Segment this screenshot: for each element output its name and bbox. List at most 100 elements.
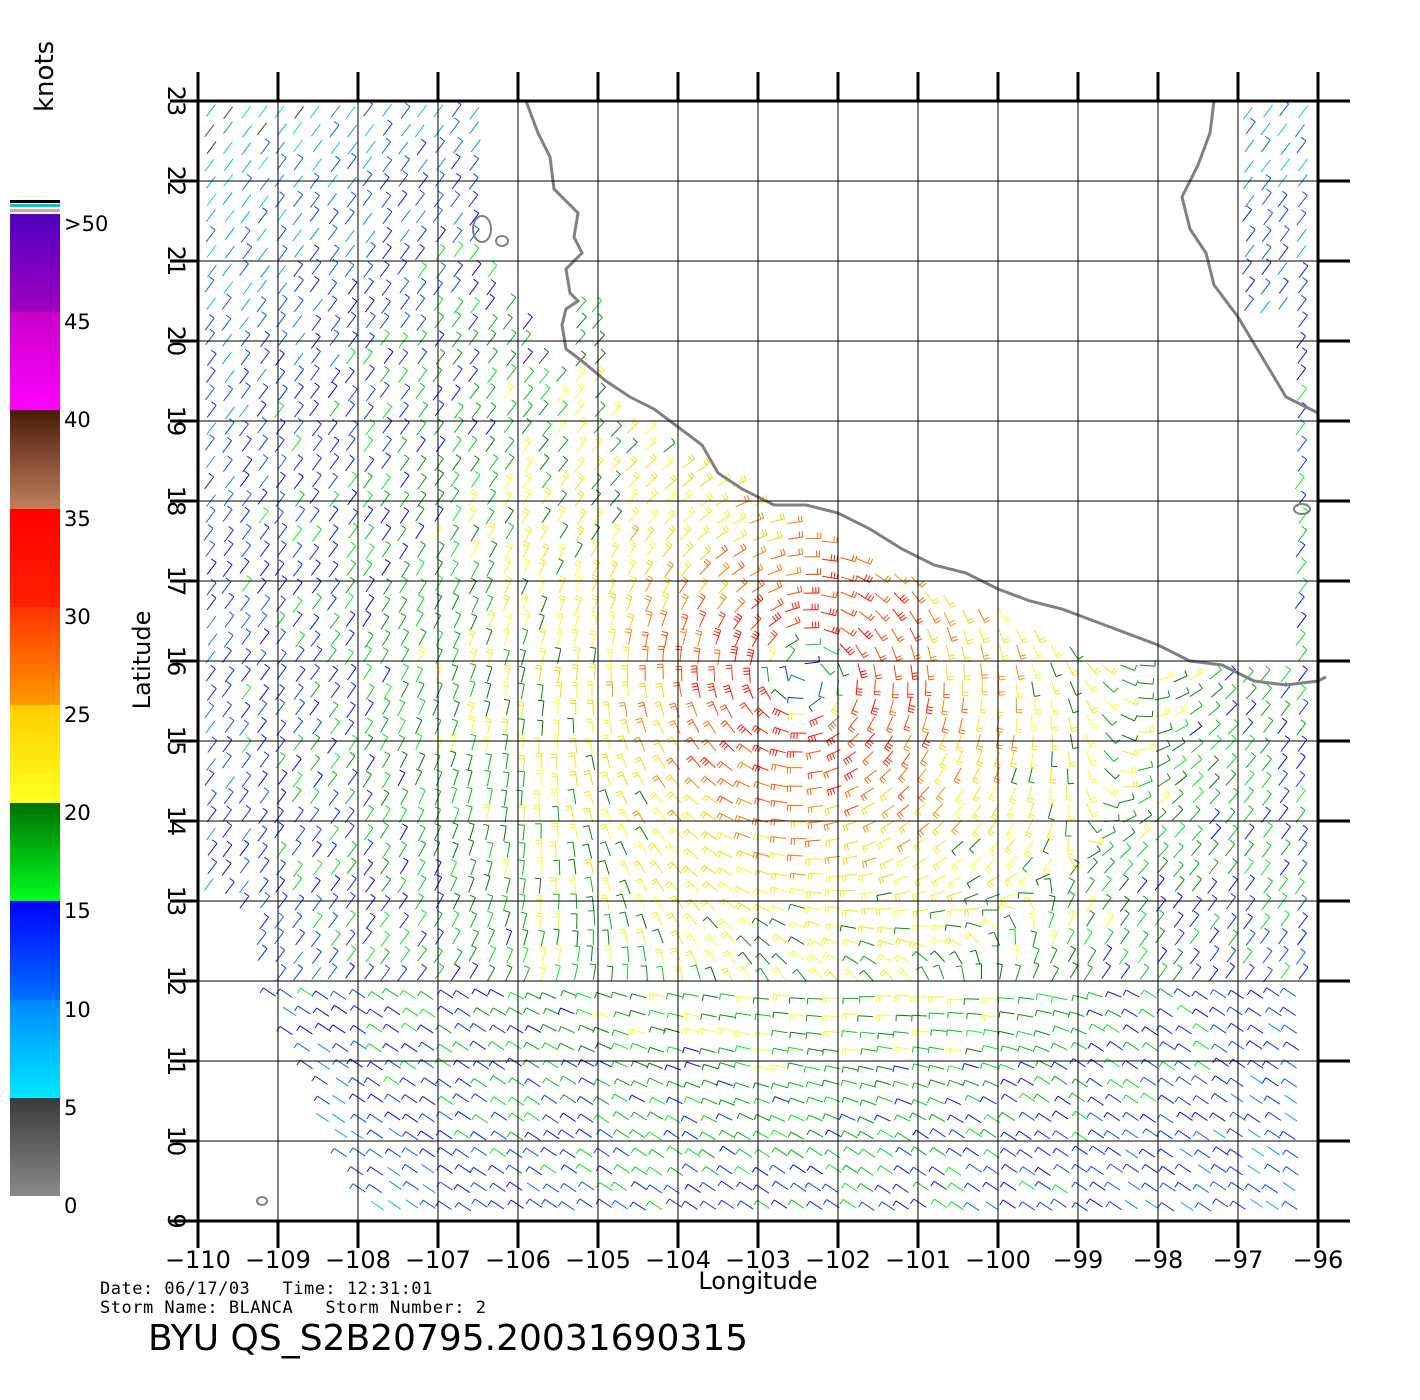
wind-barb-feather <box>594 1042 599 1049</box>
wind-barb <box>1002 1045 1018 1051</box>
wind-barb-feather <box>1140 1058 1145 1065</box>
wind-barb-feather <box>1103 1181 1109 1188</box>
wind-barb <box>1053 1042 1068 1051</box>
wind-barb-feather <box>553 913 560 915</box>
wind-barb-feather <box>1280 1078 1285 1084</box>
wind-barb-feather <box>1090 759 1097 763</box>
wind-barb-feather <box>946 1080 950 1087</box>
wind-barb <box>439 1164 453 1174</box>
wind-barb <box>239 860 250 874</box>
wind-barb-feather <box>521 628 528 631</box>
wind-barb-feather <box>734 815 738 822</box>
wind-barb <box>762 686 772 700</box>
wind-barb-feather <box>539 992 543 999</box>
wind-barb-feather <box>438 891 444 896</box>
wind-barb-feather <box>517 737 524 739</box>
wind-barb-feather <box>715 1113 720 1120</box>
wind-barb-feather <box>752 633 759 637</box>
wind-barb <box>1042 837 1050 852</box>
wind-barb-feather <box>1161 946 1167 952</box>
wind-barb-feather <box>807 939 811 946</box>
wind-barb-feather <box>825 841 828 848</box>
wind-barb-feather <box>1180 822 1186 827</box>
wind-barb <box>420 990 434 1001</box>
wind-barb-feather <box>1124 895 1130 901</box>
wind-barb <box>241 755 252 769</box>
wind-barb <box>621 771 629 786</box>
wind-barb-feather <box>942 728 949 731</box>
wind-barb-feather <box>796 567 799 574</box>
wind-barb-feather <box>350 559 356 564</box>
wind-barb-feather <box>691 682 698 685</box>
wind-barb-feather <box>419 698 426 702</box>
wind-barb-feather <box>610 592 617 596</box>
wind-barb <box>223 791 234 805</box>
wind-barb <box>328 915 339 929</box>
wind-barb-feather <box>576 575 583 579</box>
wind-barb-feather <box>557 1042 561 1049</box>
wind-barb-feather <box>921 760 928 765</box>
wind-barb-feather <box>554 666 561 669</box>
wind-barb-feather <box>1095 670 1102 675</box>
wind-barb-feather <box>280 752 286 757</box>
wind-barb-feather <box>752 904 757 911</box>
wind-barb <box>748 667 751 683</box>
wind-barb-feather <box>211 805 217 811</box>
wind-barb-feather <box>739 996 741 1003</box>
wind-barb <box>826 732 840 742</box>
wind-barb-feather <box>721 593 727 598</box>
wind-barb-feather <box>615 824 622 828</box>
wind-barb <box>256 932 267 946</box>
wind-barb-feather <box>419 645 426 650</box>
wind-barb-feather <box>540 963 547 967</box>
wind-barb-feather <box>346 1166 352 1172</box>
wind-barb <box>450 752 457 768</box>
wind-barb-feather <box>370 912 376 917</box>
wind-barb <box>843 1066 859 1071</box>
wind-barb <box>627 561 636 576</box>
wind-barb <box>966 875 981 884</box>
wind-barb-feather <box>1088 1023 1093 1030</box>
wind-barb-feather <box>384 948 390 953</box>
wind-barb-feather <box>1108 911 1115 916</box>
wind-barb <box>631 993 647 999</box>
wind-barb-feather <box>384 698 391 703</box>
wind-barb <box>292 600 303 613</box>
wind-barb <box>785 639 799 648</box>
wind-barb <box>860 940 875 947</box>
wind-barb <box>330 633 341 646</box>
wind-barb-feather <box>535 664 542 667</box>
wind-barb-feather <box>752 1184 757 1191</box>
wind-barb-feather <box>860 926 863 933</box>
wind-barb-feather <box>1303 698 1309 703</box>
wind-barb <box>1161 1202 1175 1212</box>
wind-barb-feather <box>898 638 905 643</box>
wind-barb <box>639 841 648 856</box>
wind-barb-feather <box>593 1147 598 1154</box>
wind-barb-feather <box>228 666 235 671</box>
wind-barb <box>241 828 252 841</box>
wind-barb-feather <box>1015 1031 1019 1038</box>
wind-barb <box>311 967 322 980</box>
wind-barb-feather <box>957 797 963 802</box>
wind-barb <box>907 696 912 712</box>
wind-barb <box>241 808 252 822</box>
wind-barb <box>901 968 912 981</box>
wind-barb <box>1198 1202 1212 1212</box>
wind-barb <box>1226 756 1237 769</box>
wind-barb-feather <box>740 560 745 567</box>
wind-barb-feather <box>1262 1077 1267 1083</box>
wind-barb <box>688 881 700 893</box>
wind-barb <box>674 702 680 718</box>
wind-barb <box>591 719 594 735</box>
wind-barb-feather <box>296 911 303 917</box>
wind-barb <box>258 880 269 894</box>
wind-barb-feather <box>629 993 633 1000</box>
wind-barb <box>423 1077 437 1087</box>
wind-barb <box>346 948 357 962</box>
wind-barb-feather <box>735 935 741 941</box>
wind-barb <box>1159 988 1173 998</box>
wind-barb-feather <box>834 627 838 634</box>
wind-barb-feather <box>823 938 828 945</box>
wind-barb <box>840 627 854 637</box>
